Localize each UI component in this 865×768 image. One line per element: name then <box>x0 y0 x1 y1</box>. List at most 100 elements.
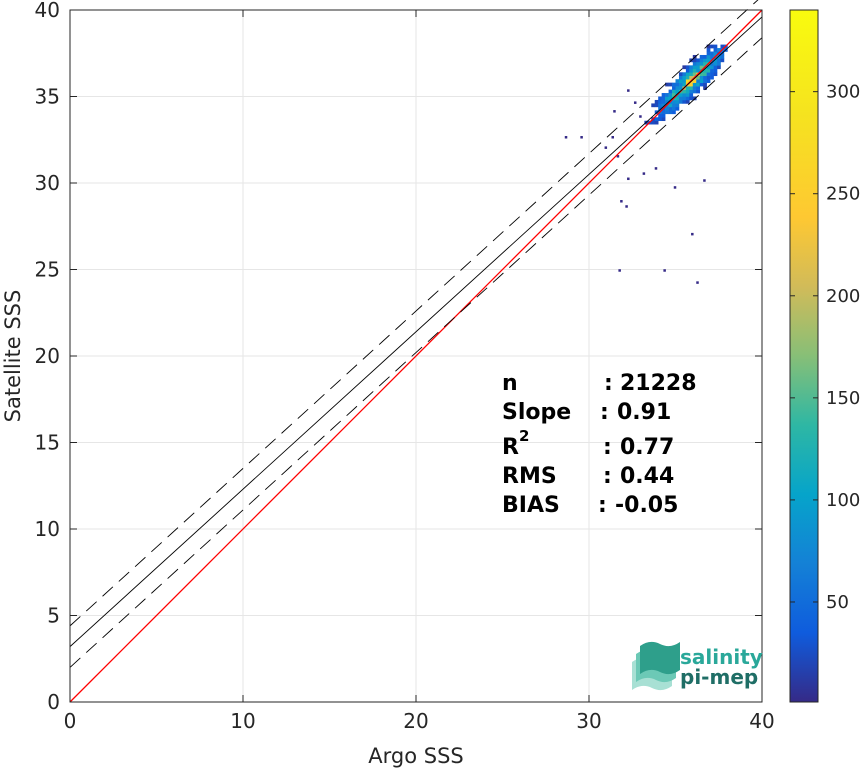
density-cell <box>675 99 680 104</box>
x-axis-label: Argo SSS <box>368 744 463 768</box>
density-cell <box>678 86 683 90</box>
outlier-point <box>625 205 628 208</box>
density-cell <box>675 86 680 90</box>
density-cell <box>678 93 683 97</box>
density-cell <box>668 103 673 108</box>
colorbar-tick-label: 150 <box>826 388 860 409</box>
outlier-point <box>620 200 623 203</box>
density-cell <box>710 68 714 73</box>
density-cell <box>682 96 687 101</box>
density-cell <box>717 48 721 52</box>
y-tick-label: 25 <box>35 258 60 282</box>
fit-lower-line <box>69 37 763 668</box>
density-cell <box>696 89 701 94</box>
logo-waves-icon <box>632 641 680 691</box>
colorbar-tick-label: 300 <box>826 82 860 103</box>
density-cell <box>699 58 704 63</box>
density-cell <box>658 99 662 104</box>
density-cell <box>675 103 680 108</box>
density-cell <box>689 86 694 90</box>
density-cell <box>665 93 669 97</box>
density-cell <box>665 96 669 101</box>
density-cell <box>672 103 676 108</box>
density-cell <box>706 65 711 70</box>
density-cell <box>703 86 707 90</box>
density-cell <box>678 75 683 80</box>
y-axis-label: Satellite SSS <box>1 290 25 423</box>
y-tick-label: 15 <box>35 431 60 455</box>
density-cell <box>713 44 718 49</box>
logo-text-salinity: salinity <box>680 645 763 669</box>
density-cell <box>713 58 718 63</box>
outlier-point <box>616 155 620 158</box>
density-cell <box>685 68 690 73</box>
density-cell <box>713 72 718 77</box>
y-tick-label: 5 <box>47 604 60 628</box>
stat-label-slope: Slope <box>502 400 571 425</box>
density-cell <box>675 79 680 83</box>
density-cell <box>717 58 721 63</box>
outlier-point <box>654 167 658 170</box>
stat-label-bias: BIAS <box>502 493 560 518</box>
density-cells <box>644 44 728 125</box>
density-cell <box>661 110 666 115</box>
density-cell <box>699 79 704 83</box>
density-cell <box>703 54 707 59</box>
density-cell <box>668 110 673 115</box>
density-cell <box>685 86 690 90</box>
density-cell <box>672 82 676 87</box>
density-cell <box>717 54 721 59</box>
density-cell <box>703 75 707 80</box>
x-tick-label: 0 <box>64 709 77 733</box>
density-cell <box>692 82 697 87</box>
outlier-point <box>691 232 694 236</box>
density-cell <box>672 99 676 104</box>
density-cell <box>699 75 704 80</box>
stat-sep-bias: : <box>598 493 607 518</box>
density-cell <box>654 103 659 108</box>
density-cell <box>675 89 680 94</box>
density-cell <box>685 89 690 94</box>
density-cell <box>661 117 666 122</box>
density-cell <box>675 96 680 101</box>
density-cell <box>699 82 704 87</box>
outlier-point <box>703 179 706 182</box>
outlier-point <box>639 115 642 118</box>
outlier-point <box>642 172 646 175</box>
density-cell <box>710 75 714 80</box>
density-cell <box>685 79 690 83</box>
y-tick-label: 30 <box>35 171 60 195</box>
density-cell <box>665 99 669 104</box>
density-cell <box>689 89 694 94</box>
density-cell <box>651 120 656 125</box>
density-cell <box>689 72 694 77</box>
density-cell <box>713 61 718 66</box>
density-cell <box>685 93 690 97</box>
density-cell <box>672 93 676 97</box>
outlier-point <box>627 89 630 92</box>
stat-label-n: n <box>502 371 518 396</box>
y-tick-label: 35 <box>35 85 60 109</box>
density-cell <box>685 99 690 104</box>
density-cell <box>658 113 662 118</box>
stat-sep-rms: : <box>603 464 612 489</box>
density-cell <box>689 65 694 70</box>
stat-value-slope: 0.91 <box>617 400 671 425</box>
density-cell <box>689 68 694 73</box>
x-tick-label: 40 <box>749 709 774 733</box>
density-cell <box>703 82 707 87</box>
colorbar-ticks: 50 100 150 200 250 300 <box>790 82 860 613</box>
density-cell <box>710 61 714 66</box>
density-cell <box>689 93 694 97</box>
density-cell <box>713 65 718 70</box>
density-cell <box>699 54 704 59</box>
axis-ticks: 0 10 20 30 40 0 5 10 15 20 25 30 35 40 <box>35 0 775 733</box>
density-cell <box>678 72 683 77</box>
density-cell <box>699 72 704 77</box>
density-cell <box>661 93 666 97</box>
density-cell <box>710 44 714 49</box>
outlier-point <box>580 136 583 139</box>
density-cell <box>689 82 694 87</box>
density-cell <box>654 117 659 122</box>
x-tick-label: 30 <box>576 709 601 733</box>
